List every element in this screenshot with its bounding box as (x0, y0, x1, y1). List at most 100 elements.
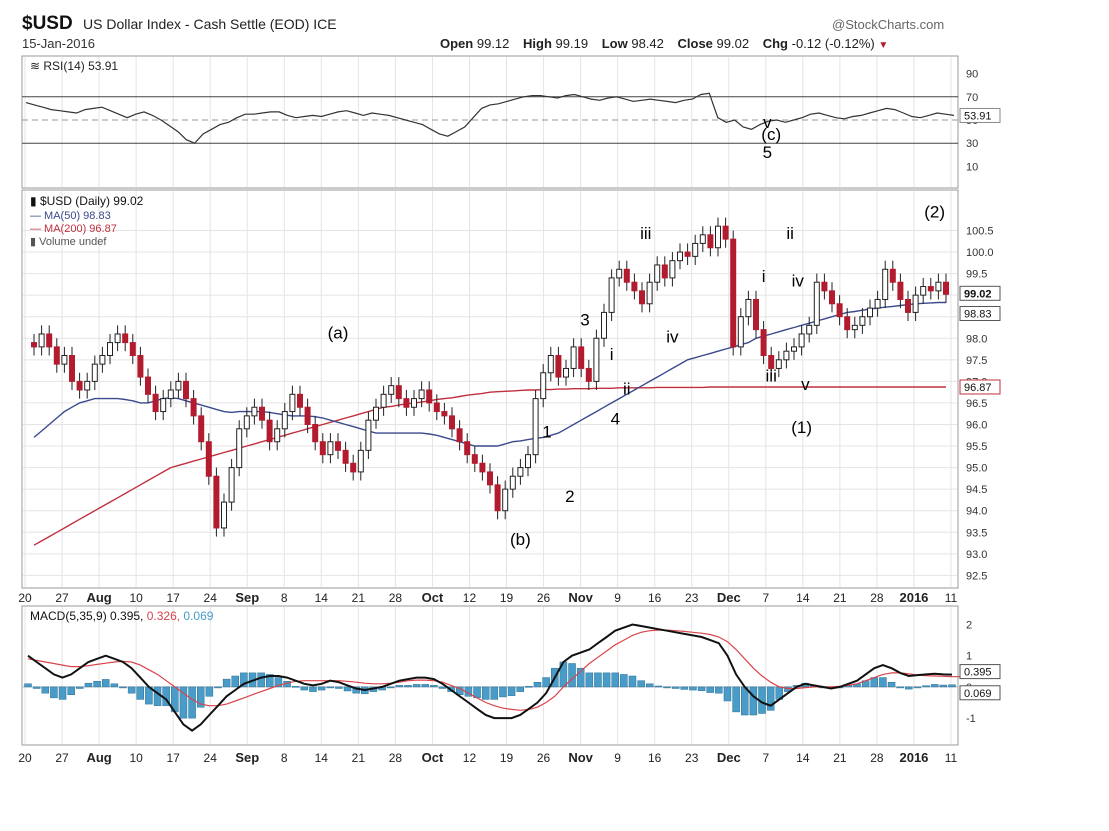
candle-body (646, 281, 653, 305)
candle-body (373, 406, 379, 421)
candle-body (107, 342, 113, 357)
macd-histogram-bar (110, 683, 119, 688)
macd-x-tick-label: Dec (717, 750, 741, 765)
macd-x-tick-label: 7 (762, 751, 769, 765)
high-label: High (523, 36, 552, 51)
wave-annotation: (b) (510, 530, 531, 549)
macd-histogram-bar (205, 686, 214, 697)
candle-body (289, 393, 296, 413)
candle-body (692, 242, 699, 257)
macd-histogram-bar (525, 686, 533, 688)
macd-histogram-bar (628, 675, 637, 688)
macd-histogram-bar (749, 686, 758, 716)
macd-histogram-bar (646, 683, 654, 688)
price-x-tick-label: 20 (18, 591, 32, 605)
candle-body (114, 333, 121, 344)
wave-annotation: (1) (791, 418, 812, 437)
wave-annotation: i (762, 267, 766, 286)
candle-body (889, 268, 896, 283)
candle-body (274, 428, 281, 443)
price-x-tick-label: 11 (945, 591, 958, 605)
candle-body (935, 281, 942, 292)
price-x-tick-label: 26 (537, 591, 551, 605)
candle-body (388, 385, 395, 395)
candle-body (418, 389, 425, 400)
macd-histogram-bar (620, 674, 628, 688)
price-tick-label: 94.5 (966, 484, 987, 496)
price-x-tick-label: 17 (166, 591, 180, 605)
price-tick-label: 95.5 (966, 441, 987, 453)
macd-histogram-bar (58, 686, 67, 700)
open-value: 99.12 (476, 36, 510, 51)
rsi-tick-label: 30 (966, 138, 978, 150)
candle-body (677, 251, 683, 262)
macd-histogram-bar (922, 685, 930, 688)
candle-body (654, 264, 661, 283)
macd-x-tick-label: Oct (422, 750, 444, 765)
low-value: 98.42 (631, 36, 664, 51)
price-x-tick-label: 24 (204, 591, 218, 605)
price-tick-label: 100.0 (966, 247, 994, 259)
macd-histogram-bar (257, 672, 265, 688)
macd-x-tick-label: 28 (870, 751, 884, 765)
macd-histogram-bar (395, 685, 404, 688)
candle-body (509, 475, 516, 490)
price-value-tag-text: 98.83 (964, 308, 992, 320)
macd-histogram-bar (101, 679, 110, 688)
candle-body (411, 398, 417, 408)
wave-annotation: iv (792, 272, 805, 291)
macd-x-tick-label: 27 (55, 751, 69, 765)
macd-x-tick-label: 14 (796, 751, 810, 765)
candle-body (661, 264, 668, 279)
macd-x-tick-label: 20 (18, 751, 32, 765)
wave-annotation: iii (640, 224, 651, 243)
price-x-tick-label: 12 (463, 591, 477, 605)
macd-histogram-bar (50, 686, 58, 699)
candle-body (783, 350, 790, 361)
macd-line (27, 623, 953, 732)
ohlc-summary: Open 99.12 High 99.19 Low 98.42 Close 99… (440, 36, 888, 51)
candle-body (426, 389, 433, 404)
candle-body (319, 441, 326, 456)
macd-histogram-bar (689, 686, 697, 691)
candle-body (122, 333, 129, 344)
down-arrow-icon: ▼ (878, 40, 889, 51)
price-x-tick-label: 23 (685, 591, 699, 605)
open-label: Open (440, 36, 474, 51)
candle-body (464, 441, 471, 456)
wave-annotation: 1 (542, 422, 551, 441)
candle-body (806, 324, 813, 335)
candle-body (243, 415, 250, 430)
price-x-tick-label: Dec (717, 590, 741, 605)
rsi-tick-label: 90 (966, 69, 978, 81)
price-tick-label: 93.0 (966, 549, 987, 561)
price-x-tick-label: 2016 (899, 590, 928, 605)
candle-body (91, 363, 98, 382)
macd-histogram-bar (153, 686, 162, 706)
wave-annotation: 3 (580, 310, 589, 329)
candle-body (798, 333, 805, 348)
macd-legend-part: MACD(5,35,9) 0.395, (30, 609, 143, 623)
macd-x-tick-label: 24 (204, 751, 218, 765)
macd-histogram-bar (32, 686, 41, 689)
candle-body (525, 454, 531, 469)
candle-body (540, 372, 547, 400)
candle-body (456, 428, 463, 443)
price-x-tick-label: 14 (315, 591, 329, 605)
candle-body (920, 286, 927, 296)
candle-body (190, 398, 197, 417)
stockcharts-credit[interactable]: @StockCharts.com (832, 17, 945, 32)
wave-annotation: 5 (763, 143, 772, 162)
macd-x-tick-label: 28 (389, 751, 403, 765)
candle-body (403, 398, 410, 408)
macd-histogram-bar (76, 686, 84, 689)
candle-body (517, 467, 524, 477)
macd-tick-label: 2 (966, 619, 972, 631)
candle-body (684, 251, 691, 257)
close-label: Close (677, 36, 713, 51)
macd-histogram-bar (663, 686, 671, 689)
macd-histogram-bar (568, 663, 576, 688)
candle-body (707, 234, 714, 249)
macd-histogram-bar (481, 686, 490, 700)
candle-body (631, 281, 638, 292)
